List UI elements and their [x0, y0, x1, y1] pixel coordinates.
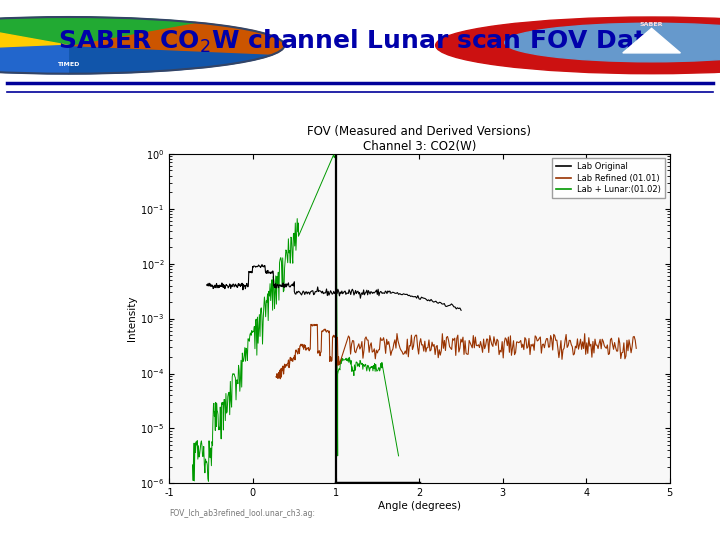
Legend: Lab Original, Lab Refined (01.01), Lab + Lunar:(01.02): Lab Original, Lab Refined (01.01), Lab +…: [552, 158, 665, 198]
Circle shape: [505, 23, 720, 62]
Wedge shape: [0, 45, 68, 73]
Wedge shape: [68, 23, 284, 54]
Wedge shape: [0, 17, 195, 45]
Title: FOV (Measured and Derived Versions)
Channel 3: CO2(W): FOV (Measured and Derived Versions) Chan…: [307, 125, 531, 153]
Text: FOV_lch_ab3refined_lool.unar_ch3.ag:: FOV_lch_ab3refined_lool.unar_ch3.ag:: [169, 509, 315, 518]
Text: TIMED: TIMED: [57, 62, 80, 67]
Y-axis label: Intensity: Intensity: [127, 296, 138, 341]
Text: SABER CO$_2$W channel Lunar scan FOV Data: SABER CO$_2$W channel Lunar scan FOV Dat…: [58, 28, 662, 55]
Wedge shape: [68, 45, 274, 73]
Circle shape: [436, 17, 720, 74]
Wedge shape: [0, 23, 68, 54]
X-axis label: Angle (degrees): Angle (degrees): [378, 501, 461, 511]
Polygon shape: [623, 28, 680, 53]
Text: SABER: SABER: [640, 22, 663, 27]
